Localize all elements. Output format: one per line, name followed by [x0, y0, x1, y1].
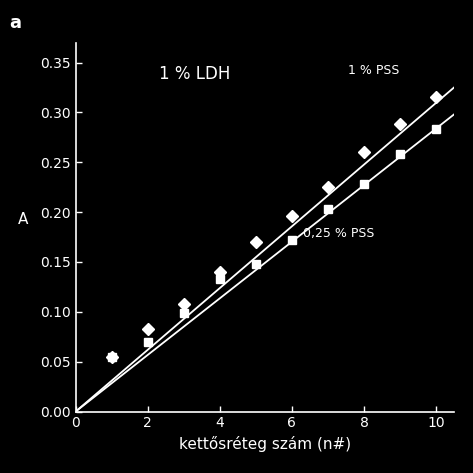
X-axis label: kettősréteg szám (n#): kettősréteg szám (n#)	[179, 436, 351, 452]
Text: 1 % PSS: 1 % PSS	[348, 64, 399, 78]
Text: 0,25 % PSS: 0,25 % PSS	[303, 227, 374, 240]
Text: 1 % LDH: 1 % LDH	[159, 65, 230, 83]
Y-axis label: A: A	[18, 212, 28, 227]
Text: a: a	[9, 14, 21, 32]
